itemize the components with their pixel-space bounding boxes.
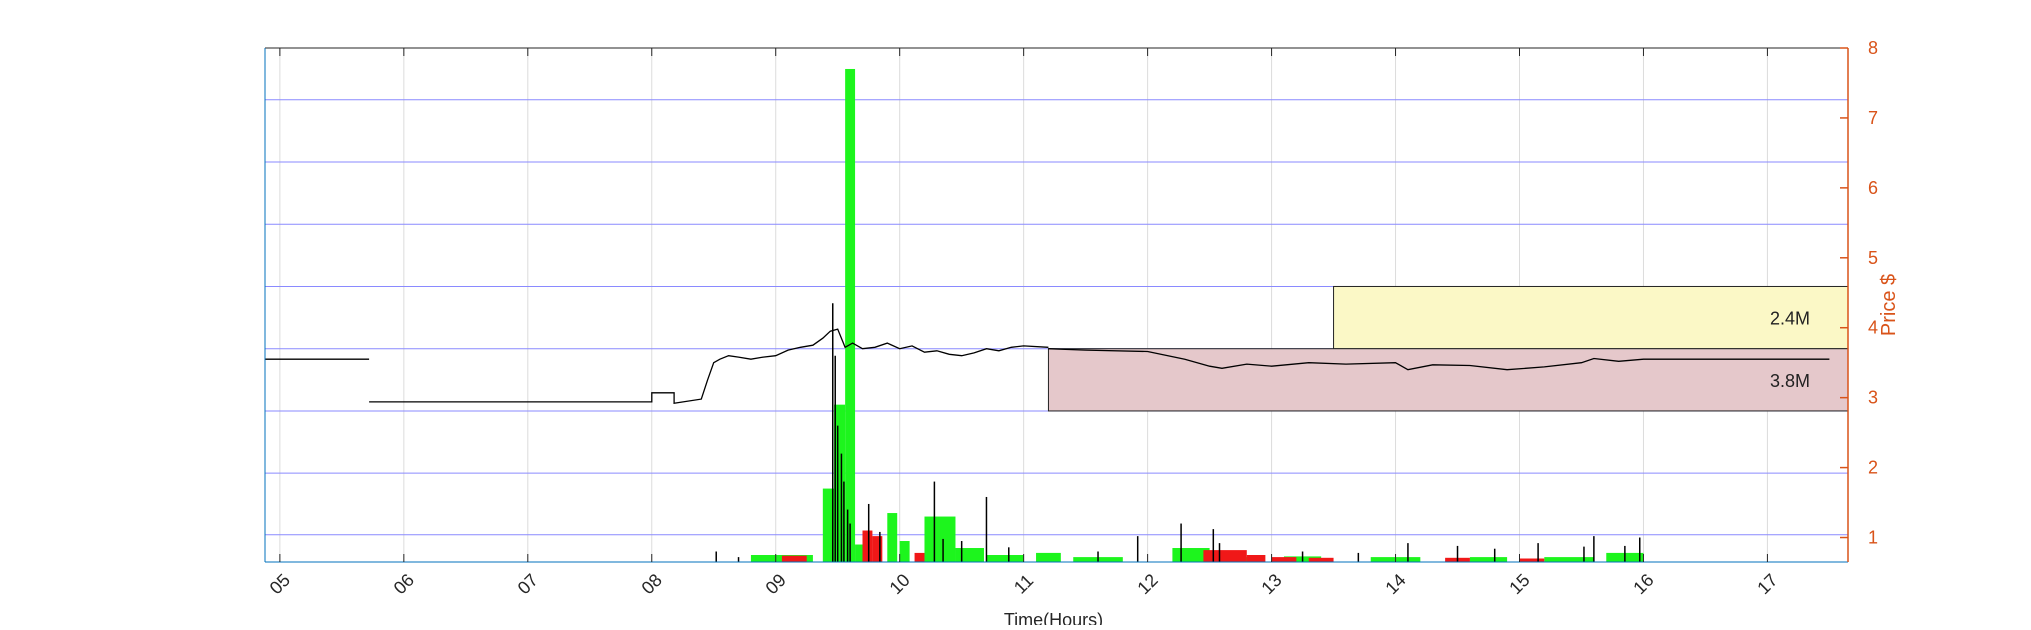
x-tick-label: 05 bbox=[266, 570, 294, 598]
price-line-segment bbox=[369, 328, 1049, 405]
buy-volume-bar bbox=[986, 555, 1024, 562]
y-tick-label: 6 bbox=[1868, 178, 1878, 198]
y-tick-label: 2 bbox=[1868, 458, 1878, 478]
buy-volume-bar bbox=[887, 513, 898, 562]
price-line bbox=[265, 328, 1830, 405]
buy-volume-bar bbox=[845, 68, 856, 563]
x-tick-label: 17 bbox=[1753, 570, 1781, 598]
sell-volume-bar bbox=[872, 536, 883, 562]
order-zone bbox=[1047, 348, 1849, 412]
y-tick-label: 4 bbox=[1868, 318, 1878, 338]
x-tick-label: 10 bbox=[886, 570, 914, 598]
y-tick-label: 5 bbox=[1868, 248, 1878, 268]
sell-volume-bar bbox=[1203, 550, 1247, 562]
x-tick-label: 12 bbox=[1133, 570, 1161, 598]
price-line-segment bbox=[1048, 348, 1830, 371]
buy-volume-bar bbox=[955, 548, 984, 562]
buy-volume-bar bbox=[899, 541, 910, 562]
y-tick-label: 1 bbox=[1868, 528, 1878, 548]
y-axis-label: Price $ bbox=[1878, 274, 1900, 336]
volume-bars bbox=[715, 68, 1644, 563]
buy-volume-bar bbox=[1469, 557, 1508, 562]
x-axis-label: Time(Hours) bbox=[1004, 610, 1103, 625]
x-tick-label: 09 bbox=[762, 570, 790, 598]
x-tick-label: 15 bbox=[1505, 570, 1533, 598]
buy-volume-bar bbox=[924, 516, 956, 562]
x-tick-label: 16 bbox=[1629, 570, 1657, 598]
x-tick-label: 11 bbox=[1010, 570, 1037, 597]
x-tick-label: 14 bbox=[1381, 570, 1409, 598]
x-tick-label: 13 bbox=[1257, 570, 1285, 598]
x-tick-label: 08 bbox=[638, 570, 666, 598]
sell-volume-bar bbox=[781, 555, 807, 562]
buy-volume-bar bbox=[822, 488, 834, 562]
sell-volume-bar bbox=[914, 552, 925, 562]
y-tick-label: 3 bbox=[1868, 388, 1878, 408]
sell-volume-bar bbox=[862, 530, 873, 562]
y-tick-label: 7 bbox=[1868, 108, 1878, 128]
x-tick-label: 06 bbox=[390, 570, 418, 598]
order-zones: 2.4M 3.8M bbox=[1047, 285, 1849, 412]
buy-volume-bar bbox=[1036, 552, 1061, 562]
sell-volume-bar bbox=[1308, 557, 1334, 562]
x-tick-label: 07 bbox=[514, 570, 542, 598]
buy-volume-bar bbox=[855, 544, 863, 562]
y-tick-label: 8 bbox=[1868, 38, 1878, 58]
buy-volume-bar bbox=[1544, 557, 1594, 562]
zone-label: 2.4M bbox=[1770, 309, 1810, 329]
zone-label: 3.8M bbox=[1770, 371, 1810, 391]
sell-volume-bar bbox=[1246, 555, 1266, 562]
buy-volume-bar bbox=[833, 404, 846, 562]
sell-volume-bar bbox=[1519, 558, 1545, 562]
sell-volume-bar bbox=[1271, 557, 1297, 562]
